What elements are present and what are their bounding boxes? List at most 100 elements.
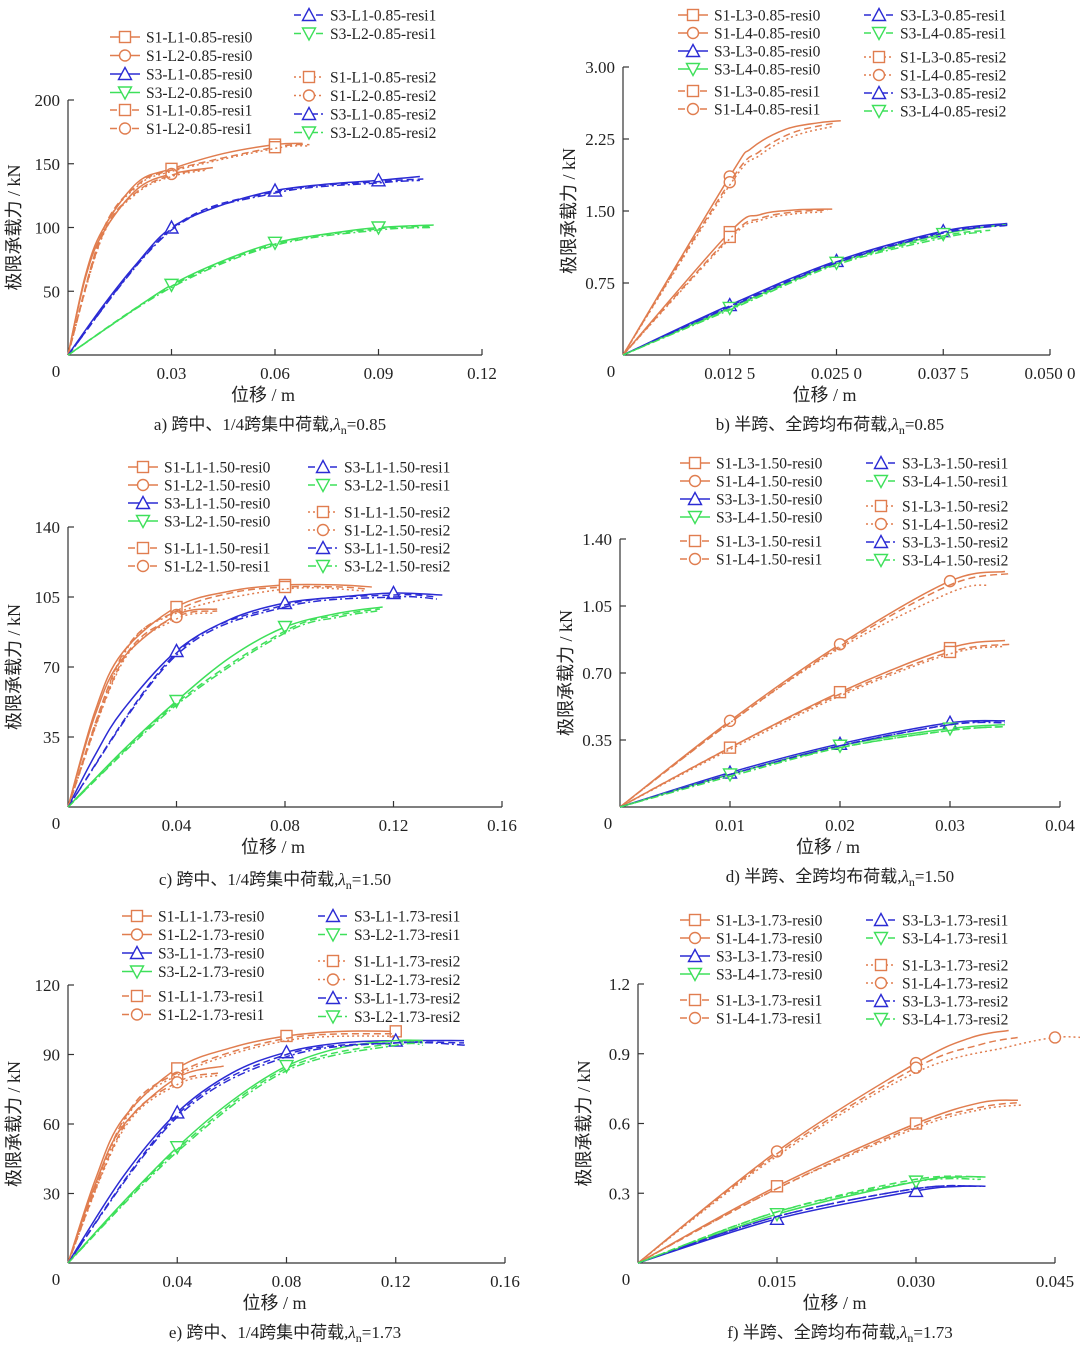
legend-label: S3-L2-1.73-resi0 xyxy=(158,964,265,981)
legend-label: S3-L1-1.73-resi0 xyxy=(158,946,265,963)
chart-panel-e: 0 0.04 0.08 0.12 0.16 30 60 90 120 位移 / m 极限承载力 / … xyxy=(4,908,520,1345)
caption-letter: e) xyxy=(169,1323,186,1342)
x-axis-title: 位移 / m xyxy=(231,385,295,405)
legend-marker xyxy=(871,26,887,41)
caption-lambda-sub: n xyxy=(346,878,352,892)
legend-label: S1-L3-1.73-resi0 xyxy=(716,913,823,930)
caption-description: 跨中、1/4跨集中荷载, xyxy=(176,870,338,889)
legend-marker xyxy=(688,534,702,548)
x-tick-label: 0.06 xyxy=(260,364,290,383)
caption-lambda: λ xyxy=(347,1323,355,1342)
series-line xyxy=(619,719,1006,808)
legend-marker xyxy=(325,990,341,1005)
legend-label: S1-L1-0.85-resi2 xyxy=(330,70,436,87)
legend-marker xyxy=(874,517,888,531)
legend-marker xyxy=(325,928,341,943)
legend-marker xyxy=(688,1011,702,1025)
x-axis-title: 位移 / m xyxy=(802,1293,866,1313)
series-line xyxy=(622,120,841,356)
legend-marker xyxy=(118,49,132,62)
legend-marker xyxy=(136,559,150,573)
legend-marker xyxy=(686,8,700,22)
caption-lambda-sub: n xyxy=(909,875,915,889)
series-marker xyxy=(770,1180,784,1193)
legend-marker xyxy=(688,993,702,1007)
y-tick-label: 150 xyxy=(35,155,61,174)
y-tick-label: 200 xyxy=(35,91,61,110)
legend-label: S3-L4-0.85-resi0 xyxy=(714,62,821,79)
series-line xyxy=(637,1185,986,1264)
x-tick-label: 0.16 xyxy=(490,1272,520,1291)
legend-label: S1-L1-0.85-resi0 xyxy=(146,30,253,47)
x-tick-label: 0.12 xyxy=(379,816,409,835)
legend-marker xyxy=(315,540,331,555)
legend-marker xyxy=(872,68,886,82)
legend-label: S3-L4-1.73-resi2 xyxy=(902,1012,1008,1029)
legend-label: S3-L3-1.73-resi2 xyxy=(902,994,1008,1011)
y-tick-label: 120 xyxy=(35,976,61,995)
series-line xyxy=(67,224,434,356)
legend-marker xyxy=(118,122,132,135)
legend-label: S1-L4-1.73-resi2 xyxy=(902,976,1008,993)
legend-label: S1-L2-1.50-resi0 xyxy=(164,478,271,495)
legend-marker xyxy=(301,126,317,141)
caption-description: 半跨、全跨均布荷载, xyxy=(744,867,901,886)
legend-marker xyxy=(688,931,702,945)
origin-tick-label: 0 xyxy=(52,362,61,381)
legend-label: S1-L4-1.50-resi0 xyxy=(716,474,823,491)
legend-marker xyxy=(873,534,889,549)
x-tick-label: 0.08 xyxy=(272,1272,302,1291)
series-marker xyxy=(909,1061,923,1074)
legend-label: S1-L2-1.73-resi2 xyxy=(354,972,460,989)
legend-label: S3-L4-1.73-resi1 xyxy=(902,931,1008,948)
series-line xyxy=(622,231,982,356)
series-line xyxy=(619,645,1006,808)
legend-label: S1-L4-0.85-resi0 xyxy=(714,26,821,43)
x-tick-label: 0.045 xyxy=(1036,1272,1074,1291)
series-line xyxy=(67,608,381,808)
series-line xyxy=(67,610,218,808)
legend-label: S1-L1-1.50-resi2 xyxy=(344,505,450,522)
series-line xyxy=(67,144,310,356)
legend-label: S3-L3-0.85-resi0 xyxy=(714,44,821,61)
legend-marker xyxy=(130,909,144,923)
legend-marker xyxy=(872,50,886,64)
caption-lambda-value: =1.50 xyxy=(352,870,391,889)
y-tick-label: 35 xyxy=(43,728,60,747)
x-axis-title: 位移 / m xyxy=(796,837,860,857)
series-marker xyxy=(943,645,957,659)
legend-label: S3-L4-1.73-resi0 xyxy=(716,967,823,984)
series-line xyxy=(622,223,1008,356)
series-line xyxy=(622,223,1008,356)
series-marker xyxy=(723,175,736,189)
series-line xyxy=(67,610,378,808)
legend-label: S1-L2-1.50-resi1 xyxy=(164,559,270,576)
legend-marker xyxy=(129,945,145,960)
legend-marker xyxy=(315,478,331,493)
x-tick-label: 0.09 xyxy=(364,364,394,383)
series-line xyxy=(619,725,1006,808)
legend-marker xyxy=(135,514,151,529)
legend-label: S1-L2-1.73-resi0 xyxy=(158,927,265,944)
caption-lambda: λ xyxy=(900,867,908,886)
series-line xyxy=(67,595,437,808)
caption-lambda: λ xyxy=(890,415,898,434)
legend-marker xyxy=(117,86,133,101)
x-tick-label: 0.015 xyxy=(758,1272,796,1291)
legend-label: S1-L2-1.73-resi1 xyxy=(158,1007,264,1024)
caption-lambda: λ xyxy=(899,1323,907,1342)
y-tick-label: 70 xyxy=(43,658,60,677)
caption-description: 半跨、全跨均布荷载, xyxy=(734,415,891,434)
legend-marker xyxy=(130,928,144,941)
legend-marker xyxy=(685,43,701,58)
series-line xyxy=(67,606,383,808)
y-tick-label: 60 xyxy=(43,1115,60,1134)
x-tick-label: 0.08 xyxy=(270,816,300,835)
series-marker xyxy=(278,1044,295,1059)
series-line xyxy=(622,208,833,356)
legend-marker xyxy=(316,523,330,537)
y-tick-label: 2.25 xyxy=(585,130,615,149)
y-tick-label: 1.05 xyxy=(582,597,612,616)
legend-label: S3-L2-1.50-resi2 xyxy=(344,559,450,576)
